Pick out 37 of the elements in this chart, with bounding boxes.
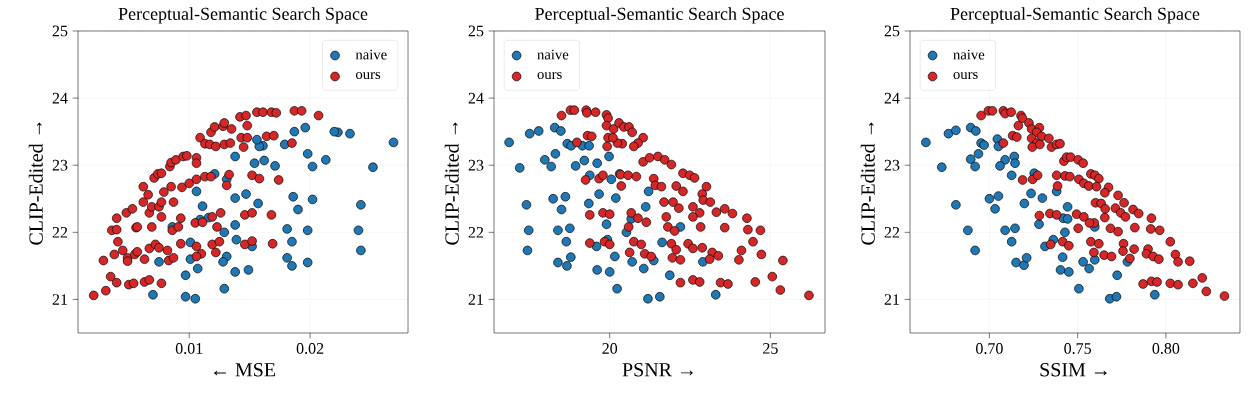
chart-title: Perceptual-Semantic Search Space [118,7,368,24]
y-tick-label: 25 [884,25,900,37]
y-tick-label: 24 [52,92,68,104]
y-tick-label: 23 [52,159,68,171]
y-tick-label: 23 [468,159,484,171]
y-tick-label: 22 [884,227,900,238]
y-tick-label: 21 [52,294,68,305]
x-axis-title: ← MSE [214,363,276,377]
y-axis-title: CLIP-Edited → [860,122,875,245]
legend-label: naive [355,49,387,60]
y-tick-label: 21 [884,294,900,305]
x-axis-title: PSNR → [622,362,693,377]
x-tick-label: 25 [763,343,778,354]
legend-label: naive [537,49,569,60]
y-tick-label: 25 [468,25,484,37]
legend-label: ours [537,72,562,80]
x-tick-label: 0.75 [1064,343,1092,354]
chart-title: Perceptual-Semantic Search Space [535,7,784,24]
y-tick-label: 24 [884,92,900,104]
y-axis-title: CLIP-Edited → [28,122,43,245]
y-tick-label: 22 [52,227,68,238]
legend-label: naive [953,49,985,60]
x-tick-label: 0.02 [296,343,324,354]
y-tick-label: 21 [468,294,484,305]
y-tick-label: 23 [884,159,900,171]
x-tick-label: 0.70 [976,343,1003,354]
x-tick-label: 20 [602,343,618,354]
x-tick-label: 0.80 [1152,343,1180,354]
chart-title: Perceptual-Semantic Search Space [950,7,1200,24]
y-tick-label: 25 [52,25,68,37]
y-axis-title: CLIP-Edited → [444,122,459,245]
y-tick-label: 22 [468,227,484,238]
legend-label: ours [953,72,978,80]
x-tick-label: 0.01 [175,343,203,354]
legend-label: ours [355,72,381,80]
x-axis-title: SSIM → [1040,363,1107,377]
y-tick-label: 24 [468,92,484,104]
